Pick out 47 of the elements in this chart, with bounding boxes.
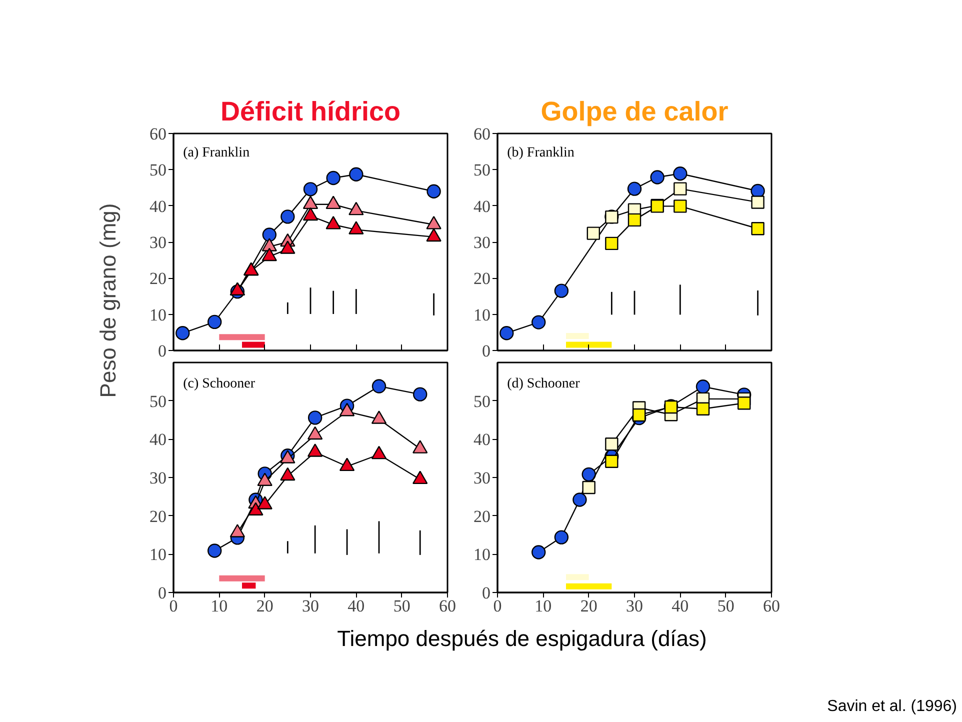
x-tick-label: 60 bbox=[763, 596, 780, 616]
y-tick-label: 10 bbox=[150, 305, 166, 324]
annotation: (b) Franklin bbox=[507, 146, 574, 161]
y-tick-label: 30 bbox=[150, 233, 166, 252]
chart-title: Golpe de calor bbox=[540, 96, 729, 126]
x-tick-label: 50 bbox=[393, 596, 410, 616]
y-tick-label: 0 bbox=[482, 342, 490, 360]
x-tick-label: 10 bbox=[534, 596, 552, 616]
x-tick-label: 30 bbox=[302, 596, 319, 616]
x-tick-label: 20 bbox=[580, 596, 598, 616]
y-tick-label: 60 bbox=[150, 124, 166, 144]
y-tick-label: 50 bbox=[150, 160, 166, 180]
y-tick-label: 40 bbox=[150, 430, 166, 450]
x-tick-label: 60 bbox=[439, 596, 456, 616]
y-tick-label: 20 bbox=[150, 269, 166, 288]
y-tick-label: 10 bbox=[474, 305, 490, 324]
x-tick-label: 20 bbox=[256, 596, 274, 616]
y-tick-label: 50 bbox=[474, 160, 490, 180]
y-tick-label: 0 bbox=[158, 342, 166, 360]
x-tick-label: 50 bbox=[717, 596, 734, 616]
y-tick-label: 30 bbox=[474, 468, 490, 488]
annotation: (d) Schooner bbox=[507, 376, 580, 392]
x-tick-label: 30 bbox=[626, 596, 643, 616]
y-tick-label: 40 bbox=[474, 196, 490, 216]
annotation: (a) Franklin bbox=[183, 146, 250, 161]
y-tick-label: 20 bbox=[474, 506, 490, 526]
y-tick-label: 20 bbox=[150, 506, 166, 526]
text: Savin et al. (1996) bbox=[827, 697, 957, 717]
y-tick-label: 50 bbox=[474, 392, 490, 411]
annotation: (c) Schooner bbox=[183, 376, 256, 392]
x-axis-title: Tiempo después de espigadura (días) bbox=[337, 625, 707, 653]
y-tick-label: 10 bbox=[474, 545, 490, 564]
x-tick-label: 10 bbox=[210, 596, 228, 616]
y-tick-label: 30 bbox=[474, 233, 490, 252]
y-tick-label: 60 bbox=[474, 124, 490, 144]
y-tick-label: 0 bbox=[482, 584, 490, 602]
y-axis-title: Peso de grano (mg) bbox=[96, 203, 120, 398]
x-tick-label: 40 bbox=[348, 596, 365, 616]
x-tick-label: 40 bbox=[672, 596, 689, 616]
y-tick-label: 10 bbox=[150, 545, 166, 564]
y-tick-label: 30 bbox=[150, 468, 166, 488]
y-tick-label: 40 bbox=[150, 196, 166, 216]
chart-title: Déficit hídrico bbox=[220, 96, 401, 126]
y-tick-label: 40 bbox=[474, 430, 490, 450]
y-tick-label: 20 bbox=[474, 269, 490, 288]
y-tick-label: 50 bbox=[150, 392, 166, 411]
y-tick-label: 0 bbox=[158, 584, 166, 602]
